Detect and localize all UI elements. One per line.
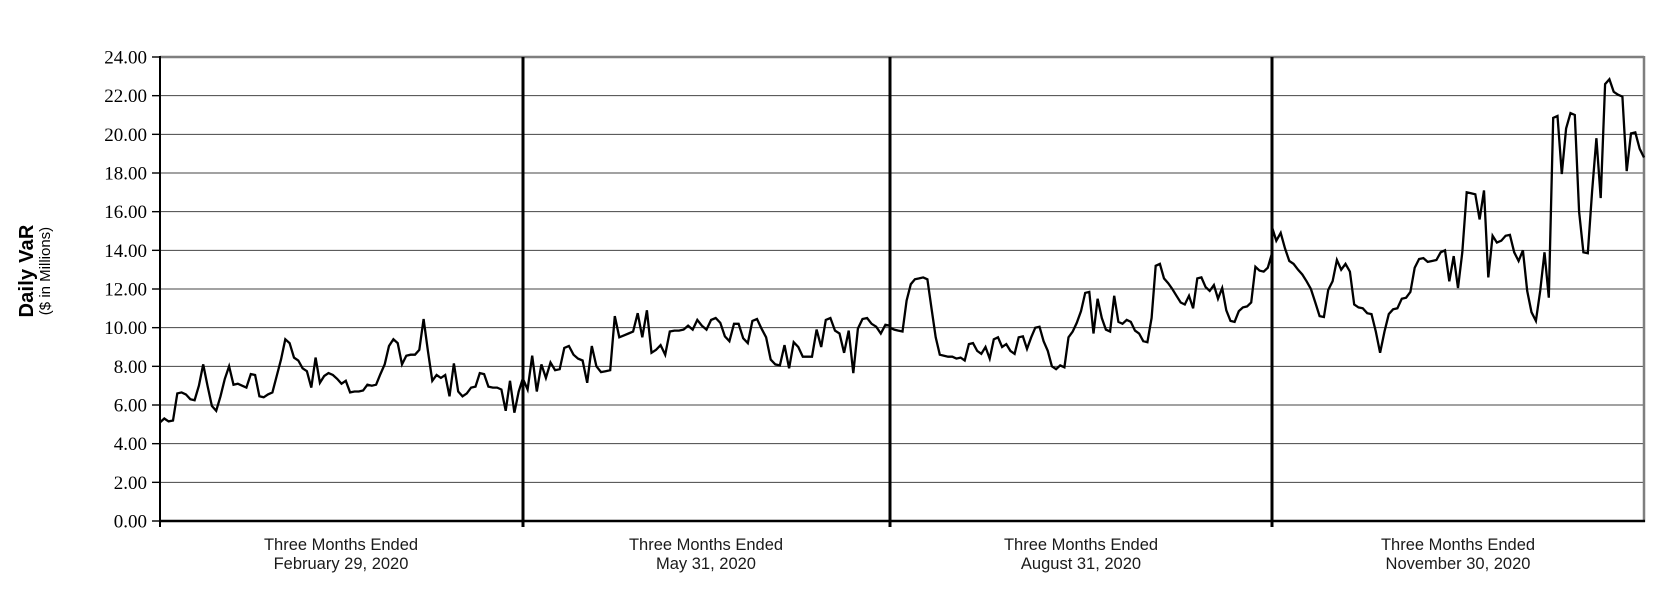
section-label-line1: Three Months Ended [263, 536, 419, 554]
y-axis-tick-label: 0.00 [114, 512, 147, 533]
section-label-line2: February 29, 2020 [273, 554, 409, 573]
y-axis-tick-label: 4.00 [114, 434, 147, 455]
y-axis-tick-label: 2.00 [114, 473, 147, 494]
section-label-line1: Three Months Ended [628, 536, 784, 554]
section-label-line2: August 31, 2020 [1020, 554, 1142, 573]
daily-var-series-line [159, 76, 1646, 424]
section-label-line2: May 31, 2020 [656, 554, 756, 573]
y-axis-tick-label: 14.00 [104, 241, 147, 262]
y-axis-tick-label: 18.00 [104, 164, 147, 185]
y-axis-tick-label: 12.00 [104, 280, 147, 301]
x-axis-section-label-q2: Three Months Ended May 31, 2020 [546, 536, 866, 573]
section-label-line1: Three Months Ended [1380, 536, 1536, 554]
x-axis-section-label-q1: Three Months Ended February 29, 2020 [181, 536, 501, 573]
y-axis-tick-label: 6.00 [114, 396, 147, 417]
x-axis-section-label-q4: Three Months Ended November 30, 2020 [1298, 536, 1618, 573]
y-axis-tick-label: 22.00 [104, 86, 147, 107]
x-axis-section-label-q3: Three Months Ended August 31, 2020 [921, 536, 1241, 573]
y-axis-tick-label: 16.00 [104, 202, 147, 223]
section-label-line2: November 30, 2020 [1385, 554, 1531, 573]
y-axis-tick-label: 24.00 [104, 48, 147, 69]
section-label-line1: Three Months Ended [1003, 536, 1159, 554]
y-axis-tick-label: 8.00 [114, 357, 147, 378]
y-axis-tick-label: 20.00 [104, 125, 147, 146]
y-axis-tick-label: 10.00 [104, 318, 147, 339]
